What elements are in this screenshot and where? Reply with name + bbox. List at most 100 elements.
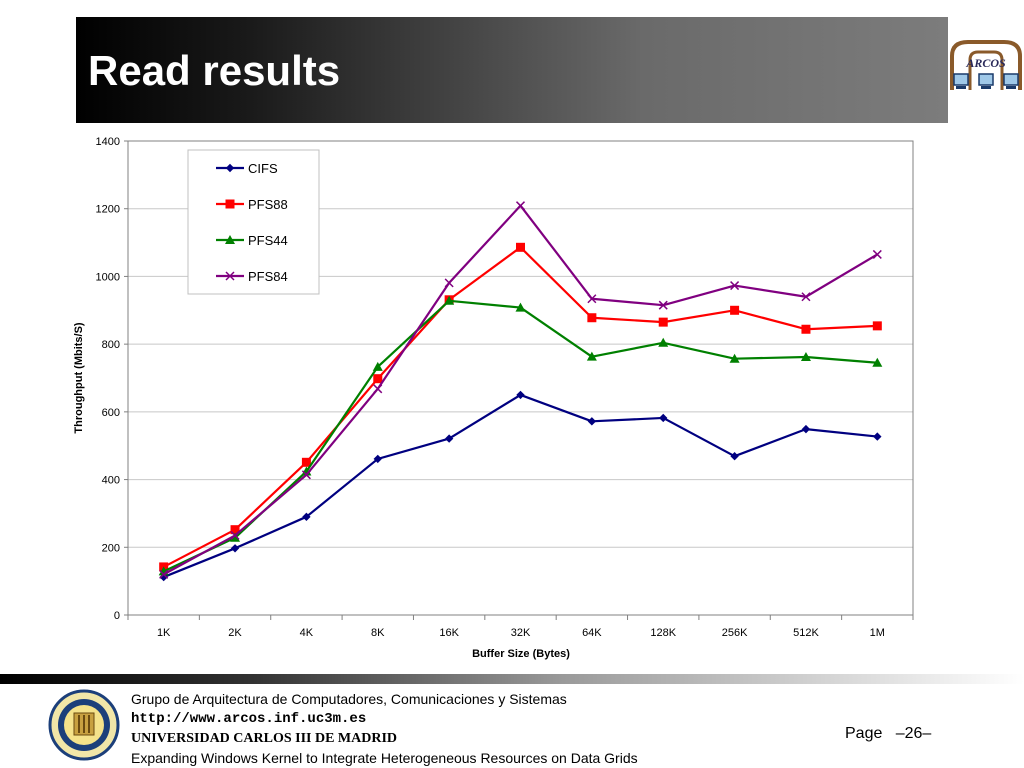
data-point	[801, 324, 811, 334]
x-tick-label: 512K	[793, 627, 819, 639]
data-point	[301, 470, 311, 480]
data-point	[159, 569, 169, 579]
data-point	[230, 530, 240, 540]
data-point	[159, 572, 168, 582]
series-line	[163, 299, 878, 573]
x-tick-label: 1K	[157, 627, 171, 639]
legend-label: PFS44	[248, 233, 288, 248]
footer-text-block: Grupo de Arquitectura de Computadores, C…	[131, 690, 638, 768]
legend-label: PFS88	[248, 197, 288, 212]
x-tick-label: 256K	[722, 627, 748, 639]
y-tick-label: 0	[114, 610, 120, 622]
data-point	[444, 295, 455, 305]
data-point	[729, 353, 740, 363]
series-line	[163, 246, 878, 568]
y-tick-label: 600	[102, 407, 120, 419]
legend-swatch-marker	[225, 271, 235, 281]
x-tick-label: 64K	[582, 627, 602, 639]
legend-swatch-marker	[225, 235, 235, 244]
data-point	[587, 417, 597, 426]
legend-item-cifs: CIFS	[216, 161, 278, 176]
data-point	[516, 242, 525, 252]
data-point	[372, 361, 383, 371]
data-point	[872, 321, 882, 331]
x-tick-label: 128K	[650, 627, 676, 639]
data-point	[730, 452, 739, 461]
legend-swatch-marker	[225, 163, 235, 173]
page-number: Page –26–	[845, 725, 931, 743]
chart-legend: CIFS PFS88 PFS44 PFS84	[187, 149, 320, 295]
y-tick-label: 1000	[96, 271, 120, 283]
y-tick-label: 1200	[96, 204, 120, 216]
legend-label: PFS84	[248, 269, 288, 284]
series-pfs88	[159, 242, 882, 572]
university-seal	[48, 689, 120, 761]
legend-box	[187, 149, 320, 295]
legend-swatch-marker	[225, 199, 235, 209]
y-tick-label: 400	[102, 475, 120, 487]
x-tick-label: 16K	[439, 627, 459, 639]
x-tick-label: 2K	[228, 627, 242, 639]
x-tick-label: 32K	[511, 627, 531, 639]
data-point	[516, 390, 525, 400]
data-point	[302, 512, 311, 522]
y-tick-label: 200	[102, 542, 120, 554]
x-axis-ticks: 1K 2K 4K 8K 16K 32K 64K 128K 256K 512K 1M	[127, 615, 914, 639]
y-axis-ticks: 0 200 400 600 800 1000 1200 1400	[96, 136, 128, 622]
data-point	[373, 374, 383, 384]
data-point	[659, 413, 668, 423]
footer-url-link[interactable]: http://www.arcos.inf.uc3m.es	[131, 710, 367, 727]
throughput-chart: 0 200 400 600 800 1000 1200 1400 1K 2K 4K 8K 16K 32K…	[73, 136, 914, 660]
y-tick-label: 800	[102, 339, 120, 351]
x-tick-label: 8K	[371, 627, 385, 639]
data-point	[373, 454, 382, 464]
data-point	[801, 424, 811, 434]
data-point	[444, 434, 454, 443]
data-point	[444, 278, 454, 288]
data-point	[230, 544, 240, 553]
footer-project-title: Expanding Windows Kernel to Integrate He…	[131, 749, 638, 766]
series-line	[163, 393, 878, 579]
series-cifs	[159, 390, 882, 582]
university-seal-graphic	[48, 689, 120, 761]
data-point	[301, 457, 311, 467]
footer-university: UNIVERSIDAD CARLOS III DE MADRID	[131, 731, 398, 746]
legend-label: CIFS	[248, 161, 278, 176]
legend-item-pfs84: PFS84	[216, 269, 288, 284]
data-point	[730, 305, 740, 315]
data-point	[872, 249, 882, 259]
data-point	[658, 317, 668, 327]
title-bar: Read results	[76, 17, 948, 123]
data-point	[515, 201, 526, 211]
y-tick-label: 1400	[96, 136, 120, 148]
data-point	[515, 302, 526, 312]
arcos-logo: ARCOS	[948, 38, 1024, 98]
arcos-logo-text: ARCOS	[966, 56, 1006, 70]
legend-item-pfs44: PFS44	[216, 233, 288, 248]
data-point	[801, 292, 811, 302]
data-point	[230, 525, 240, 535]
series-pfs44	[158, 295, 883, 576]
data-point	[587, 313, 597, 323]
plot-area-border	[127, 140, 914, 616]
data-point	[730, 281, 740, 291]
arcos-logo-graphic	[950, 40, 1022, 90]
data-point	[587, 294, 597, 304]
data-point	[658, 337, 669, 347]
footer-group-name: Grupo de Arquitectura de Computadores, C…	[131, 691, 567, 707]
page-number-value: –26–	[895, 725, 932, 742]
data-point	[800, 352, 811, 362]
legend-item-pfs88: PFS88	[216, 197, 288, 212]
x-tick-label: 4K	[300, 627, 314, 639]
x-axis-label: Buffer Size (Bytes)	[472, 648, 570, 660]
data-point	[230, 532, 241, 542]
data-point	[658, 300, 668, 310]
page-label: Page	[845, 725, 883, 742]
chart-series	[158, 201, 883, 582]
data-point	[586, 351, 597, 361]
data-point	[373, 384, 383, 394]
y-axis-label: Throughput (Mbits/S)	[73, 322, 85, 434]
slide-title: Read results	[88, 47, 341, 94]
x-tick-label: 1M	[870, 627, 885, 639]
footer-divider	[0, 674, 1024, 684]
